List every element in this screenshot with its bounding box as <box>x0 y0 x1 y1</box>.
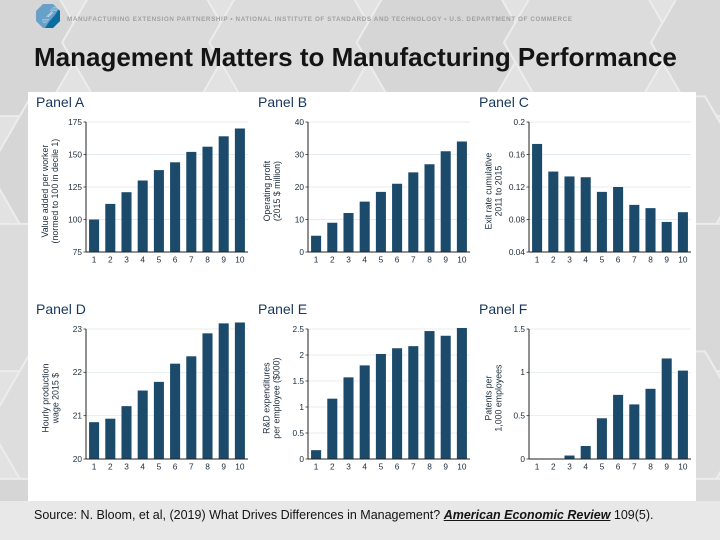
svg-text:125: 125 <box>68 182 82 192</box>
svg-text:4: 4 <box>362 255 367 265</box>
svg-text:10: 10 <box>678 462 688 472</box>
svg-text:10: 10 <box>678 255 688 265</box>
svg-text:7: 7 <box>189 462 194 472</box>
svg-text:30: 30 <box>295 149 305 159</box>
svg-text:9: 9 <box>664 462 669 472</box>
svg-text:7: 7 <box>632 255 637 265</box>
svg-text:4: 4 <box>140 255 145 265</box>
svg-text:0.5: 0.5 <box>292 428 304 438</box>
svg-text:8: 8 <box>205 255 210 265</box>
svg-text:6: 6 <box>395 462 400 472</box>
svg-text:4: 4 <box>583 462 588 472</box>
svg-text:3: 3 <box>124 255 129 265</box>
svg-text:2.5: 2.5 <box>292 324 304 334</box>
svg-text:5: 5 <box>600 462 605 472</box>
svg-text:0.16: 0.16 <box>509 149 526 159</box>
svg-text:0.5: 0.5 <box>513 410 525 420</box>
svg-text:0.12: 0.12 <box>509 182 526 192</box>
svg-text:100: 100 <box>68 214 82 224</box>
svg-text:7: 7 <box>411 255 416 265</box>
svg-text:0: 0 <box>299 454 304 464</box>
svg-text:150: 150 <box>68 149 82 159</box>
svg-text:8: 8 <box>427 255 432 265</box>
svg-text:9: 9 <box>221 255 226 265</box>
svg-text:2: 2 <box>299 350 304 360</box>
svg-text:20: 20 <box>73 454 83 464</box>
svg-text:10: 10 <box>295 214 305 224</box>
svg-text:3: 3 <box>346 255 351 265</box>
svg-text:1: 1 <box>314 462 319 472</box>
svg-text:2: 2 <box>108 255 113 265</box>
svg-text:6: 6 <box>616 255 621 265</box>
svg-text:20: 20 <box>295 182 305 192</box>
svg-text:8: 8 <box>427 462 432 472</box>
svg-text:2: 2 <box>330 462 335 472</box>
svg-text:6: 6 <box>173 462 178 472</box>
svg-text:2: 2 <box>551 462 556 472</box>
svg-text:0: 0 <box>299 247 304 257</box>
svg-text:7: 7 <box>411 462 416 472</box>
svg-text:0.04: 0.04 <box>509 247 526 257</box>
svg-text:0: 0 <box>520 454 525 464</box>
svg-text:5: 5 <box>157 255 162 265</box>
svg-text:10: 10 <box>457 462 467 472</box>
svg-text:2: 2 <box>108 462 113 472</box>
svg-text:3: 3 <box>567 462 572 472</box>
svg-text:75: 75 <box>73 247 83 257</box>
svg-text:0.2: 0.2 <box>513 117 525 127</box>
svg-text:6: 6 <box>173 255 178 265</box>
svg-text:1: 1 <box>92 255 97 265</box>
svg-text:1: 1 <box>520 367 525 377</box>
svg-text:9: 9 <box>664 255 669 265</box>
svg-text:40: 40 <box>295 117 305 127</box>
svg-text:5: 5 <box>379 255 384 265</box>
svg-text:6: 6 <box>616 462 621 472</box>
svg-text:10: 10 <box>235 462 245 472</box>
svg-text:1.5: 1.5 <box>513 324 525 334</box>
svg-text:1: 1 <box>535 255 540 265</box>
svg-text:8: 8 <box>648 462 653 472</box>
svg-text:0.08: 0.08 <box>509 214 526 224</box>
svg-text:7: 7 <box>632 462 637 472</box>
svg-text:2: 2 <box>330 255 335 265</box>
svg-text:5: 5 <box>379 462 384 472</box>
svg-text:3: 3 <box>567 255 572 265</box>
svg-text:3: 3 <box>124 462 129 472</box>
svg-text:6: 6 <box>395 255 400 265</box>
svg-text:8: 8 <box>205 462 210 472</box>
svg-text:4: 4 <box>140 462 145 472</box>
svg-text:21: 21 <box>73 410 83 420</box>
svg-text:5: 5 <box>157 462 162 472</box>
svg-text:2: 2 <box>551 255 556 265</box>
svg-text:1: 1 <box>92 462 97 472</box>
svg-text:5: 5 <box>600 255 605 265</box>
svg-text:1: 1 <box>299 402 304 412</box>
svg-text:3: 3 <box>346 462 351 472</box>
svg-text:7: 7 <box>189 255 194 265</box>
svg-text:1.5: 1.5 <box>292 376 304 386</box>
svg-text:10: 10 <box>457 255 467 265</box>
svg-text:22: 22 <box>73 367 83 377</box>
svg-text:1: 1 <box>535 462 540 472</box>
svg-text:9: 9 <box>443 462 448 472</box>
svg-text:4: 4 <box>362 462 367 472</box>
svg-text:9: 9 <box>221 462 226 472</box>
svg-text:9: 9 <box>443 255 448 265</box>
svg-text:4: 4 <box>583 255 588 265</box>
svg-text:23: 23 <box>73 324 83 334</box>
svg-text:10: 10 <box>235 255 245 265</box>
svg-text:8: 8 <box>648 255 653 265</box>
svg-text:1: 1 <box>314 255 319 265</box>
svg-text:175: 175 <box>68 117 82 127</box>
